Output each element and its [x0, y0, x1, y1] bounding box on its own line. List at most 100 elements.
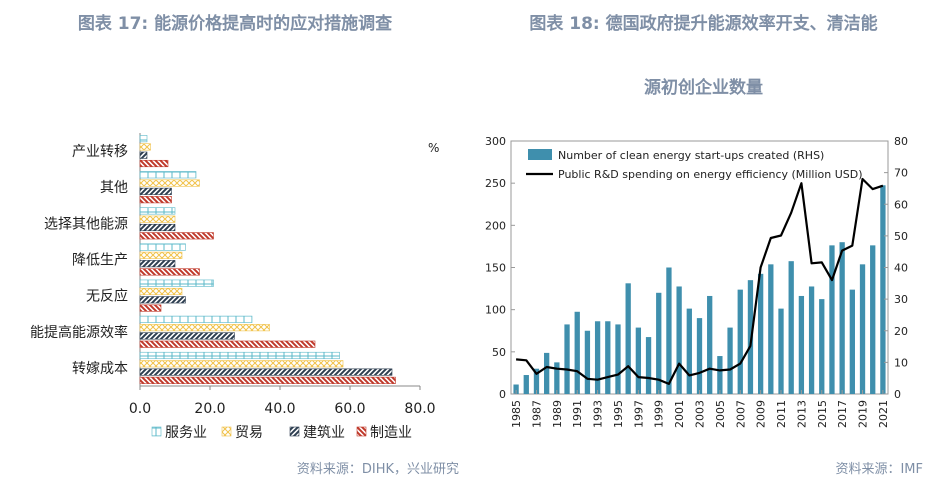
bar-2002	[686, 308, 692, 394]
legend-bar-label: Number of clean energy start-ups created…	[558, 149, 824, 162]
x-tick-label: 0.0	[129, 401, 151, 417]
right-chart-title-line2: 源初创企业数量	[644, 78, 763, 98]
bar-2013	[798, 295, 805, 394]
bar-建筑业-选择其他能源	[139, 223, 176, 232]
bar-服务业-产业转移	[139, 135, 148, 143]
bar-2012	[788, 261, 794, 394]
bar-1991	[574, 311, 580, 394]
bar-2015	[819, 299, 825, 394]
right-tick-label: 40	[894, 262, 908, 275]
rd-spending-line	[516, 177, 884, 385]
bar-1988	[544, 352, 550, 394]
category-label: 转嫁成本	[72, 361, 128, 377]
right-tick-label: 50	[894, 230, 908, 243]
left-tick-label: 200	[485, 219, 506, 232]
right-combo-chart: 0 50 100 150 200 250 300 0 10 20 30 40 50 60 70 80 1985 1…	[485, 135, 908, 428]
x-tick-label: 2017	[836, 400, 849, 428]
x-tick-label: 2013	[795, 400, 808, 428]
bar-建筑业-能提高能源效率	[139, 332, 235, 340]
bar-1985	[513, 384, 519, 394]
left-tick-label: 150	[485, 262, 506, 275]
bar-2021	[880, 185, 886, 394]
bar-建筑业-无反应	[139, 296, 186, 304]
bar-2018	[849, 289, 855, 394]
left-tick-label: 300	[485, 135, 506, 148]
bar-服务业-其他	[139, 171, 197, 179]
bar-1989	[554, 362, 560, 394]
x-tick-label: 2011	[775, 400, 788, 428]
bar-1993	[594, 321, 601, 394]
bar-2011	[778, 308, 784, 394]
bar-2014	[808, 286, 815, 394]
x-tick-label: 2007	[734, 400, 747, 428]
legend-label: 制造业	[370, 425, 412, 441]
left-tick-label: 100	[485, 304, 506, 317]
bar-2020	[870, 245, 876, 394]
left-tick-label: 0	[499, 388, 506, 401]
bar-制造业-降低生产	[139, 268, 200, 276]
bar-1990	[564, 324, 570, 394]
bar-2004	[707, 295, 713, 394]
legend-label: 服务业	[165, 425, 207, 441]
bar-2001	[676, 286, 682, 394]
bar-1999	[656, 292, 662, 394]
bar-1997	[635, 327, 642, 394]
right-tick-label: 20	[894, 325, 908, 338]
bar-2000	[666, 267, 672, 394]
category-label: 能提高能源效率	[30, 324, 128, 341]
x-tick-label: 40.0	[264, 401, 295, 417]
bar-2009	[757, 273, 764, 394]
bar-2016	[829, 245, 835, 394]
bar-2003	[696, 318, 703, 394]
bar-2019	[859, 264, 866, 394]
bar-贸易-转嫁成本	[139, 360, 344, 368]
x-tick-label: 2009	[755, 400, 768, 428]
category-label: 产业转移	[72, 144, 128, 160]
bar-2005	[717, 356, 723, 394]
x-tick-label: 2021	[877, 400, 890, 428]
legend-swatch	[221, 426, 232, 437]
right-source-note: 资料来源：IMF	[835, 462, 923, 477]
bar-建筑业-降低生产	[139, 260, 176, 268]
bar-服务业-选择其他能源	[139, 207, 176, 215]
x-tick-label: 1995	[612, 400, 625, 428]
bar-服务业-降低生产	[139, 243, 186, 251]
x-tick-label: 1987	[530, 400, 543, 428]
bar-制造业-能提高能源效率	[139, 340, 316, 348]
x-tick-label: 2019	[857, 400, 870, 428]
bar-贸易-能提高能源效率	[139, 324, 270, 332]
bar-服务业-无反应	[139, 279, 214, 287]
bar-1987	[533, 368, 540, 394]
right-tick-label: 60	[894, 198, 908, 211]
x-tick-label: 1991	[571, 400, 584, 428]
bar-1998	[645, 337, 652, 394]
legend-swatch	[151, 426, 162, 437]
x-tick-label: 2001	[673, 400, 686, 428]
bar-2017	[839, 242, 845, 394]
legend-bar-swatch	[528, 149, 552, 160]
x-tick-label: 2015	[816, 400, 829, 428]
right-tick-label: 30	[894, 293, 908, 306]
x-tick-label: 2005	[714, 400, 727, 428]
legend-swatch	[356, 426, 367, 437]
bar-2010	[768, 264, 774, 394]
bar-制造业-产业转移	[139, 159, 169, 168]
x-tick-label: 1997	[632, 400, 645, 428]
category-label: 其他	[100, 180, 128, 196]
bar-贸易-降低生产	[139, 251, 183, 259]
left-source-note: 资料来源：DIHK，兴业研究	[296, 462, 459, 477]
bar-制造业-转嫁成本	[139, 376, 396, 384]
x-tick-label: 2003	[694, 400, 707, 428]
x-tick-label: 1985	[510, 400, 523, 428]
legend-label: 建筑业	[303, 425, 345, 441]
right-tick-label: 0	[894, 388, 901, 401]
bar-1994	[605, 321, 611, 394]
bar-1996	[625, 283, 631, 394]
bar-制造业-其他	[139, 196, 172, 204]
left-tick-label: 250	[485, 177, 506, 190]
bar-贸易-无反应	[139, 287, 183, 296]
right-tick-label: 70	[894, 167, 908, 180]
category-label: 降低生产	[72, 253, 128, 269]
right-chart-title-line1: 图表 18: 德国政府提升能源效率开支、清洁能	[529, 14, 878, 34]
bar-建筑业-产业转移	[139, 151, 148, 159]
